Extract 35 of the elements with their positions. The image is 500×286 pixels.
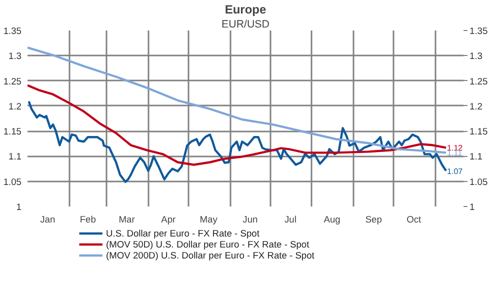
x-tick-label: May [200,214,218,224]
x-tick-label: Jun [242,214,258,224]
y-tick-label: 1.25 [3,76,22,86]
y2-tick-label: 1.1 [470,152,482,162]
y2-tick-label: 1.15 [470,126,488,137]
line-series [28,100,448,183]
y-tick-label: 1.2 [8,101,22,112]
y2-tick-label: 1.2 [470,101,482,112]
y-tick-label: 1 [16,202,22,212]
y-tick-label: 1.3 [8,51,22,62]
x-tick-label: Jul [284,214,296,224]
line-series [28,46,448,154]
y2-tick-label: 1.35 [470,26,488,36]
y-tick-label: 1.05 [3,176,22,187]
y-tick-label: 1.35 [3,26,22,36]
legend-label: (MOV 50D) U.S. Dollar per Euro - FX Rate - Spot [106,240,310,250]
legend-label: U.S. Dollar per Euro - FX Rate - Spot [106,228,260,238]
chart-title: Europe [224,2,266,16]
x-tick-label: Aug [324,214,340,224]
x-tick-label: Mar [118,214,135,224]
data-label: 1.07 [447,166,464,176]
y-tick-label: 1.1 [8,152,22,162]
x-tick-label: Sep [365,214,382,224]
y2-tick-label: 1.05 [470,176,488,187]
y-tick-label: 1.15 [3,126,22,137]
y2-tick-label: 1.3 [470,51,482,62]
x-tick-label: Oct [406,214,422,224]
x-tick-label: Apr [161,214,176,224]
y2-tick-label: 1.25 [470,76,488,86]
y2-tick-label: 1 [470,202,475,212]
chart-subtitle: EUR/USD [222,18,270,30]
legend-label: (MOV 200D) U.S. Dollar per Euro - FX Rate - Spot [106,250,315,260]
x-tick-label: Feb [80,214,96,224]
x-tick-label: Jan [40,214,56,224]
line-series [28,84,448,166]
